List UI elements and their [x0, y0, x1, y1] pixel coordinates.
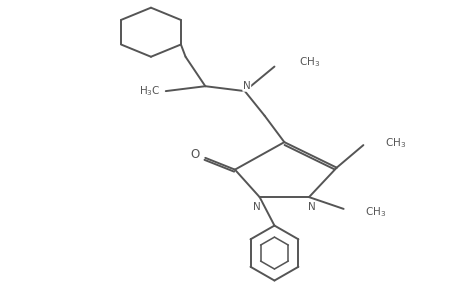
Text: O: O [190, 148, 200, 161]
Text: CH$_3$: CH$_3$ [384, 136, 405, 150]
Text: N: N [308, 202, 315, 212]
Text: N: N [252, 202, 260, 212]
Text: H$_3$C: H$_3$C [139, 84, 161, 98]
Text: CH$_3$: CH$_3$ [298, 55, 319, 69]
Text: N: N [242, 81, 250, 91]
Text: CH$_3$: CH$_3$ [364, 205, 386, 219]
